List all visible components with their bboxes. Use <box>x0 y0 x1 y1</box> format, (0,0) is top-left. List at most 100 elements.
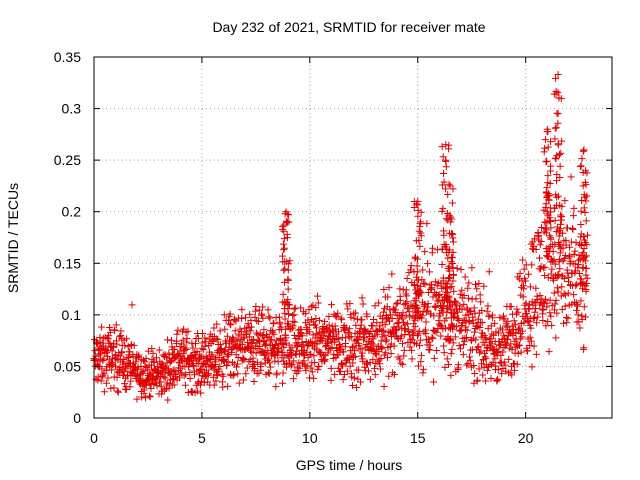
data-point <box>470 328 478 336</box>
data-point <box>342 324 350 332</box>
data-point <box>454 361 462 369</box>
data-point <box>580 204 588 212</box>
data-point <box>477 360 485 368</box>
data-point <box>539 310 547 318</box>
data-point <box>271 341 279 349</box>
data-point <box>210 381 218 389</box>
data-point <box>577 220 585 228</box>
data-point <box>575 261 583 269</box>
data-point <box>440 302 448 310</box>
data-point <box>181 381 189 389</box>
data-point <box>372 326 380 334</box>
data-point <box>431 278 439 286</box>
data-point <box>121 342 129 350</box>
data-point <box>582 264 590 272</box>
data-point <box>500 358 508 366</box>
data-point <box>425 338 433 346</box>
data-point <box>440 283 448 291</box>
data-point <box>279 223 287 231</box>
data-point <box>284 275 292 283</box>
data-point <box>340 371 348 379</box>
data-point <box>102 366 110 374</box>
data-point <box>397 332 405 340</box>
data-point <box>478 318 486 326</box>
data-point <box>164 396 172 404</box>
data-point <box>497 351 505 359</box>
data-point <box>353 384 361 392</box>
data-point <box>382 337 390 345</box>
data-point <box>545 244 553 252</box>
data-point <box>297 326 305 334</box>
data-point <box>412 301 420 309</box>
data-point <box>540 148 548 156</box>
data-point <box>447 306 455 314</box>
data-point <box>555 239 563 247</box>
data-point <box>265 313 273 321</box>
data-point <box>584 231 592 239</box>
data-point <box>324 339 332 347</box>
data-point <box>262 340 270 348</box>
data-point <box>551 135 559 143</box>
data-point <box>389 369 397 377</box>
data-point <box>148 345 156 353</box>
data-point <box>461 316 469 324</box>
data-point <box>448 309 456 317</box>
data-point <box>566 252 574 260</box>
data-point <box>556 255 564 263</box>
data-point <box>472 336 480 344</box>
data-point <box>466 307 474 315</box>
data-point <box>581 193 589 201</box>
data-point <box>564 314 572 322</box>
data-point <box>563 224 571 232</box>
data-point <box>435 317 443 325</box>
data-point <box>489 359 497 367</box>
data-point <box>196 381 204 389</box>
data-point <box>567 173 575 181</box>
data-point <box>157 383 165 391</box>
data-point <box>430 354 438 362</box>
data-point <box>378 344 386 352</box>
data-point <box>480 282 488 290</box>
data-point <box>376 360 384 368</box>
data-point <box>531 235 539 243</box>
data-point <box>383 313 391 321</box>
data-point <box>357 378 365 386</box>
data-point <box>181 344 189 352</box>
data-point <box>552 334 560 342</box>
data-point <box>446 302 454 310</box>
data-point <box>380 383 388 391</box>
data-point <box>210 324 218 332</box>
data-point <box>281 309 289 317</box>
data-point <box>335 341 343 349</box>
data-point <box>107 384 115 392</box>
data-point <box>582 287 590 295</box>
data-point <box>445 361 453 369</box>
data-point <box>251 307 259 315</box>
data-point <box>457 266 465 274</box>
data-point <box>474 343 482 351</box>
data-point <box>495 329 503 337</box>
data-point <box>243 364 251 372</box>
data-point <box>280 221 288 229</box>
data-point <box>344 305 352 313</box>
data-point <box>460 292 468 300</box>
data-point <box>174 326 182 334</box>
data-point <box>417 208 425 216</box>
data-point <box>294 367 302 375</box>
data-point <box>543 192 551 200</box>
data-point <box>494 375 502 383</box>
data-point <box>526 333 534 341</box>
data-point <box>347 333 355 341</box>
data-point <box>462 333 470 341</box>
x-axis-label: GPS time / hours <box>296 457 403 473</box>
data-point <box>530 342 538 350</box>
data-point <box>402 290 410 298</box>
data-point <box>117 327 125 335</box>
data-point <box>269 319 277 327</box>
data-point <box>290 305 298 313</box>
data-point <box>229 334 237 342</box>
data-point <box>474 315 482 323</box>
data-point <box>403 292 411 300</box>
data-point <box>364 343 372 351</box>
data-point <box>219 372 227 380</box>
